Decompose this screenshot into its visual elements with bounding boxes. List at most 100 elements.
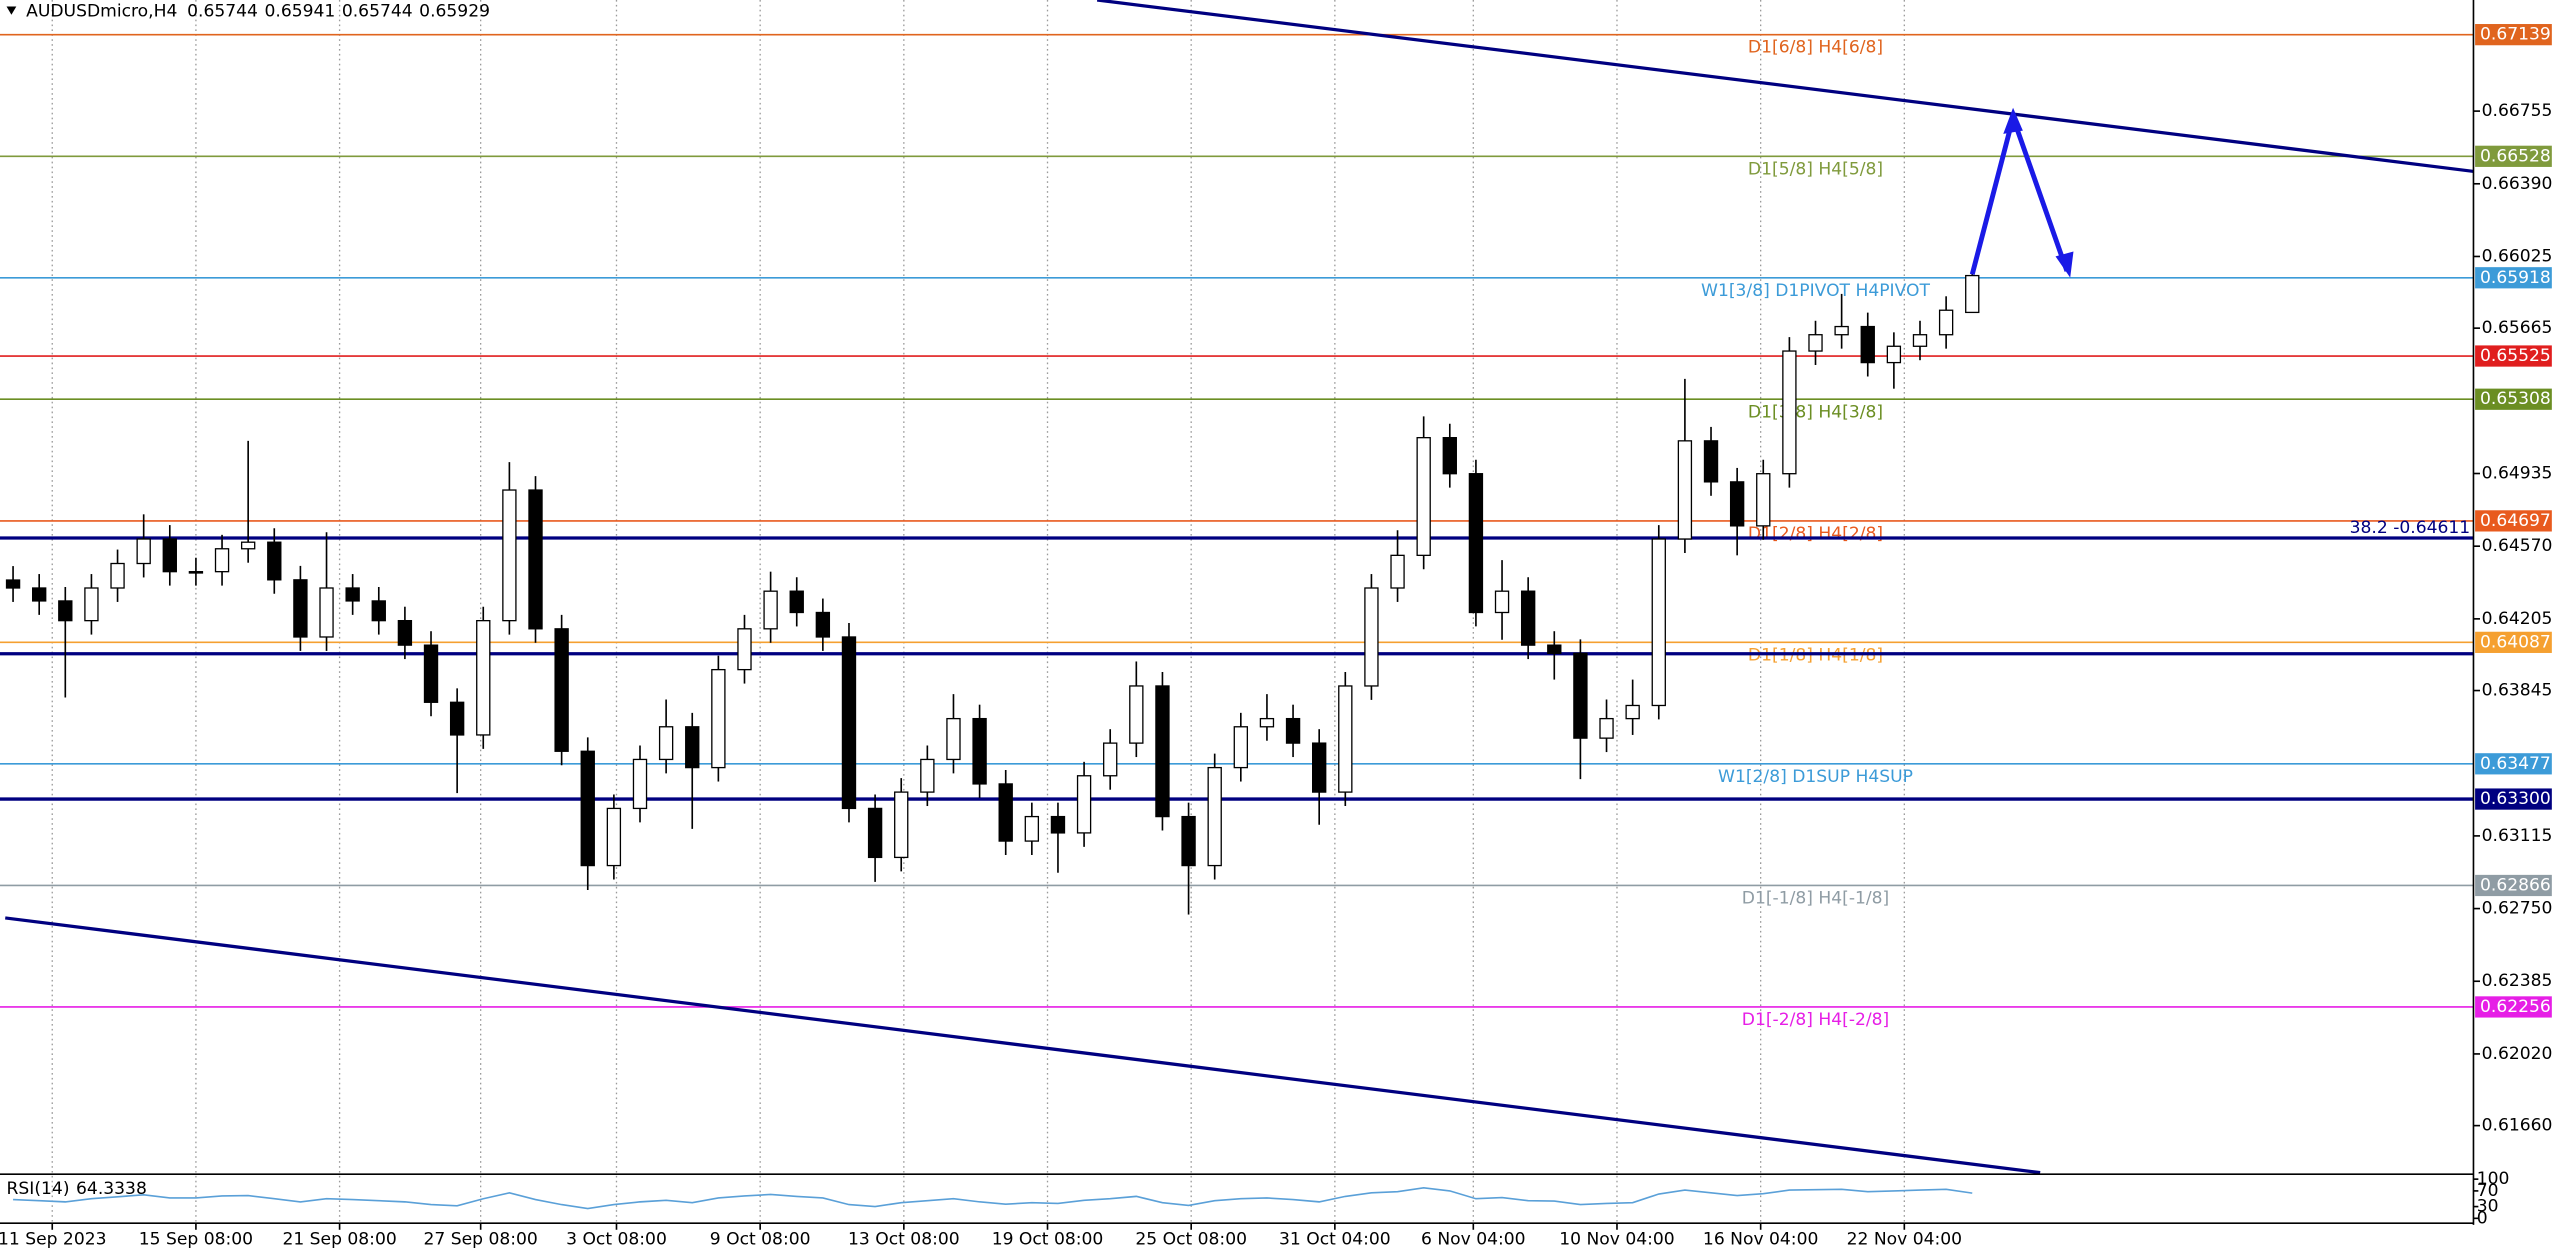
y-tick-label: 0.63845 [2482,681,2553,701]
level-label: D1[2/8] H4[2/8] [1748,524,1883,544]
candle-body [1573,652,1588,739]
candle-body [1050,815,1066,834]
candle-body [789,590,804,614]
level-price-box [2475,145,2552,167]
line-price-label: 0.63300 [2480,789,2551,809]
candle-body [371,600,386,622]
level-label: D1[6/8] H4[6/8] [1748,38,1883,58]
candle-body [1364,587,1379,687]
y-tick-label: 0.62750 [2482,899,2553,919]
arrow-path [1969,109,2070,275]
level-label: D1[-2/8] H4[-2/8] [1742,1010,1889,1030]
level-label: W1[2/8] D1SUP H4SUP [1718,767,1913,787]
candle-body [5,579,21,589]
x-tick-label: 13 Oct 08:00 [848,1230,960,1250]
level-price-label: 0.67139 [2480,25,2551,45]
candle-body [1442,437,1457,475]
candle-body [1860,325,1875,364]
candle-body [502,489,517,622]
candle-body [58,600,73,622]
level-price-label: 0.65308 [2480,389,2551,409]
candle-body [685,726,700,769]
candle-body [1207,766,1222,867]
level-price-label: 0.62866 [2480,875,2551,895]
candle-body [1024,815,1040,842]
candle-body [1834,325,1849,336]
candle-body [476,619,491,736]
candle-body [1912,334,1928,347]
level-price-box [2475,388,2552,410]
candle-body [1468,473,1484,614]
candle-body [188,571,204,574]
level-price-box [2475,345,2552,367]
level-price-box [2475,753,2552,775]
ohlc-value: 0.65941 [264,1,335,21]
candle-body [1312,742,1327,793]
candle-body [1782,350,1797,475]
level-label: W1[3/8] D1PIVOT H4PIVOT [1701,281,1930,301]
rsi-label: RSI(14) [7,1179,70,1199]
trend-line [5,916,2041,1175]
y-tick-label: 0.64570 [2482,536,2553,556]
x-tick-label: 6 Nov 04:00 [1421,1230,1526,1250]
candle-body [1756,473,1771,527]
line-price-box [2475,788,2552,810]
candle-body [867,807,883,859]
ohlc-value: 0.65929 [419,1,490,21]
candle-body [528,489,543,630]
level-price-box [2475,996,2552,1018]
candle-body [1677,440,1693,540]
menu-triangle[interactable] [6,6,17,15]
candle-body [632,758,648,810]
candle-body [136,538,151,565]
x-tick-label: 9 Oct 08:00 [710,1230,811,1250]
y-tick-label: 0.62385 [2482,971,2553,991]
rsi-tick-label: 0 [2477,1208,2488,1228]
candle-body [345,587,360,602]
y-tick-label: 0.63115 [2482,826,2553,846]
candle-body [1233,726,1248,769]
y-tick-label: 0.65665 [2482,318,2553,338]
candle-body [319,587,334,638]
x-tick-label: 25 Oct 08:00 [1135,1230,1247,1250]
x-tick-label: 21 Sep 08:00 [282,1230,396,1250]
candle-body [423,644,439,703]
candle-body [240,541,256,550]
y-tick-label: 0.62020 [2482,1044,2553,1064]
candle-body [449,701,465,736]
line-label: 38.2 -0.64611 [2350,518,2471,538]
candle-body [1729,481,1745,527]
level-price-label: 0.62256 [2480,997,2551,1017]
level-price-box [2475,631,2552,653]
level-label: D1[3/8] H4[3/8] [1748,402,1883,422]
candle-body [894,791,909,859]
candle-body [920,758,935,793]
rsi-line [13,1186,1973,1210]
y-tick-label: 0.66025 [2482,246,2553,266]
candle-body [1808,334,1823,352]
candle-body [1625,704,1640,720]
candle-body [1520,590,1536,646]
level-price-label: 0.64697 [2480,511,2551,531]
background-layer: D1[6/8] H4[6/8] D1[5/8] H4[5/8] W1[3/8] D1… [0,0,2474,1224]
rsi-tick-label: 30 [2477,1197,2499,1217]
rsi-tick-label: 100 [2477,1169,2510,1189]
level-price-label: 0.63477 [2480,754,2551,774]
candle-body [293,579,308,638]
rsi-tick-label: 70 [2477,1181,2499,1201]
level-label: D1[1/8] H4[1/8] [1748,645,1883,665]
candle-body [1103,742,1118,777]
candle-body [1076,775,1092,834]
candle-body [606,807,622,867]
y-tick-label: 0.66390 [2482,174,2553,194]
candle-body [1938,309,1954,336]
candle-body [737,628,752,671]
x-tick-label: 10 Nov 04:00 [1559,1230,1674,1250]
candle-body [1129,685,1144,744]
candle-body [1886,345,1902,364]
x-tick-label: 31 Oct 04:00 [1279,1230,1391,1250]
candle-body [1155,685,1170,818]
candle-body [1651,538,1666,707]
candle-body [1965,274,1980,314]
